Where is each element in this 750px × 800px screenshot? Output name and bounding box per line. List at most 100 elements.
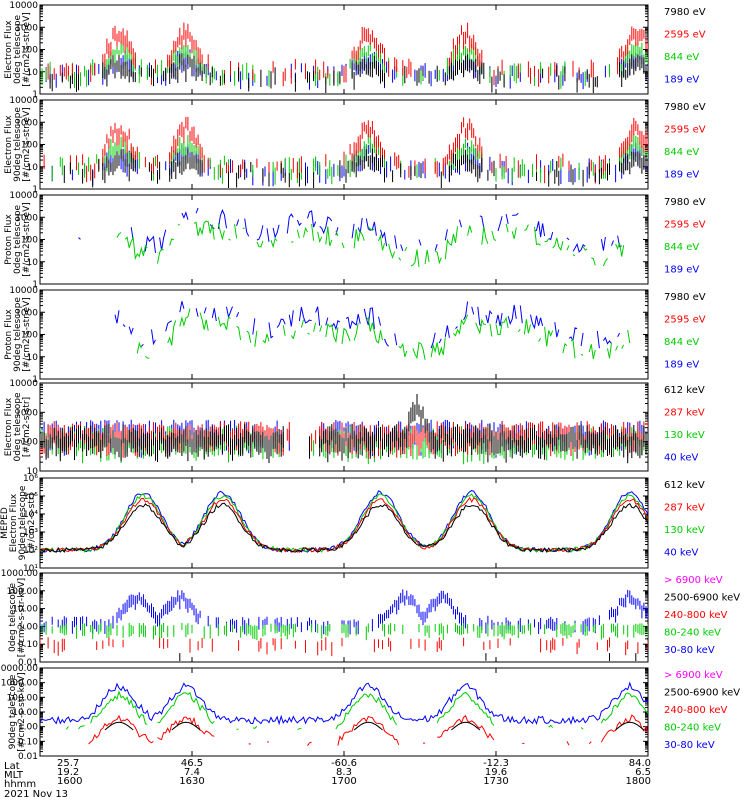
y-tick-label: 10	[27, 353, 39, 363]
legend-entry: 189 eV	[664, 265, 699, 276]
series-trace	[45, 49, 648, 90]
panel-7: 0.01 0.10 1.00 10.00 100.00 1000.00 0deg teles…	[1, 569, 740, 668]
series-trace	[40, 502, 648, 553]
y-axis-label: Proton Flux	[4, 309, 14, 360]
legend-entry: 189 eV	[664, 360, 699, 371]
legend-entry: 2595 eV	[664, 30, 706, 41]
y-tick-label: 0.10	[18, 737, 38, 747]
x-tick-label-mlt: 6.5	[635, 767, 651, 778]
data-traces	[40, 589, 648, 661]
y-axis-label: Electron Flux	[9, 493, 19, 552]
x-tick-label-lat: -12.3	[483, 758, 509, 769]
legend-entry: 30-80 keV	[664, 740, 715, 751]
legend-entry: 40 keV	[664, 548, 698, 559]
legend-entry: 80-240 keV	[664, 723, 721, 734]
series-trace	[43, 116, 648, 184]
panel-8: 0.01 0.10 1.00 10.00 100.00 1000.00 10000.0090…	[0, 664, 740, 762]
y-tick-label: 1	[32, 185, 38, 195]
series-trace	[65, 690, 648, 731]
y-tick-label: 10000	[9, 96, 38, 106]
y-tick-label: 10000	[9, 191, 38, 201]
legend-entry: 844 eV	[664, 337, 699, 348]
legend-entry: 844 eV	[664, 52, 699, 63]
series-trace	[41, 622, 648, 641]
y-axis-label: Electron Flux	[4, 20, 14, 79]
data-traces	[115, 301, 642, 360]
y-tick-label: 1.00	[18, 622, 38, 632]
y-axis-label: Proton Flux	[4, 214, 14, 265]
y-tick-label: 10⁴	[23, 510, 38, 520]
legend-entry: 844 eV	[664, 242, 699, 253]
y-axis-label: [#/cm2-s-str-keV]	[17, 578, 27, 657]
y-tick-label: 0.01	[18, 752, 38, 762]
y-tick-label: 10	[27, 467, 39, 477]
legend-entry: 287 keV	[664, 503, 705, 514]
series-trace	[88, 714, 648, 746]
y-tick-label: 1.00	[18, 723, 38, 733]
y-axis-label: Electron Flux	[4, 115, 14, 174]
legend-entry: > 6900 keV	[664, 670, 723, 681]
x-tick-label-hhmm: 1800	[626, 776, 651, 787]
data-traces	[40, 681, 648, 746]
y-tick-label: 10.00	[12, 605, 38, 615]
y-tick-label: 0.01	[18, 658, 38, 668]
y-axis-label: 90deg telescope	[18, 485, 28, 560]
legend-entry: 2595 eV	[664, 315, 706, 326]
x-tick-label-lat: 46.5	[181, 758, 203, 769]
legend-entry: 130 keV	[664, 430, 705, 441]
y-tick-label: 10	[27, 163, 39, 173]
series-trace	[47, 22, 648, 87]
x-tick-label-hhmm: 1630	[179, 776, 204, 787]
x-row-label-mlt: MLT	[4, 770, 24, 781]
legend-entry: 40 keV	[664, 453, 698, 464]
y-tick-label: 10⁶	[23, 474, 38, 484]
y-axis-label: [#/cm2-s-str-keV]	[17, 672, 27, 751]
legend-entry: 2500-6900 keV	[664, 593, 740, 604]
y-tick-label: 10⁵	[23, 492, 38, 502]
panel-2: 1 10 100 1000 10000 Electron Flux 90deg telesc…	[4, 96, 706, 195]
y-axis-label: [#/cm2-s-str-eV]	[22, 297, 32, 372]
y-tick-label: 1000	[15, 118, 38, 128]
y-tick-label: 100.00	[7, 587, 39, 597]
y-axis-label: 90deg telescope	[13, 107, 23, 182]
y-axis-label: 0deg telescope	[13, 392, 23, 462]
x-tick-label-mlt: 19.6	[485, 767, 507, 778]
legend-entry: 189 eV	[664, 75, 699, 86]
series-trace	[40, 681, 648, 726]
y-tick-label: 1	[32, 90, 38, 100]
x-tick-label-hhmm: 1700	[331, 776, 356, 787]
y-tick-label: 1000	[15, 213, 38, 223]
x-tick-label-lat: -60.6	[331, 758, 357, 769]
y-tick-label: 1000	[15, 408, 38, 418]
legend-entry: 2595 eV	[664, 220, 706, 231]
legend-entry: 612 keV	[664, 480, 705, 491]
legend-entry: 240-800 keV	[664, 610, 728, 621]
series-trace	[179, 653, 637, 661]
series-trace	[104, 721, 645, 731]
y-tick-label: 100.00	[7, 693, 39, 703]
y-axis-label: [#/cm2-s-str]	[22, 397, 32, 457]
panel-3: 1 10 100 1000 10000 Proton Flux 0deg telescope…	[4, 191, 706, 290]
y-tick-label: 0.10	[18, 640, 38, 650]
panel-5: 10 100 1000 10000 Electron Flux 0deg telescop…	[4, 379, 705, 477]
y-axis-label: [#/cm2-s-str]	[27, 493, 37, 553]
series-trace	[40, 394, 648, 464]
legend-entry: 7980 eV	[664, 197, 706, 208]
series-trace	[49, 53, 648, 93]
x-tick-label-hhmm: 1600	[57, 776, 82, 787]
panel-frame	[39, 572, 649, 663]
series-trace	[115, 301, 632, 348]
y-tick-label: 1000.00	[1, 679, 38, 689]
y-tick-label: 10	[27, 258, 39, 268]
data-traces	[40, 394, 648, 465]
data-traces	[43, 116, 648, 188]
data-traces	[79, 208, 630, 267]
legend-entry: 189 eV	[664, 170, 699, 181]
legend-entry: 130 keV	[664, 525, 705, 536]
legend-entry: 2595 eV	[664, 125, 706, 136]
x-tick-label-mlt: 7.4	[184, 767, 200, 778]
y-axis-label: 90deg telescope	[13, 297, 23, 372]
y-tick-label: 1000.00	[1, 569, 38, 579]
